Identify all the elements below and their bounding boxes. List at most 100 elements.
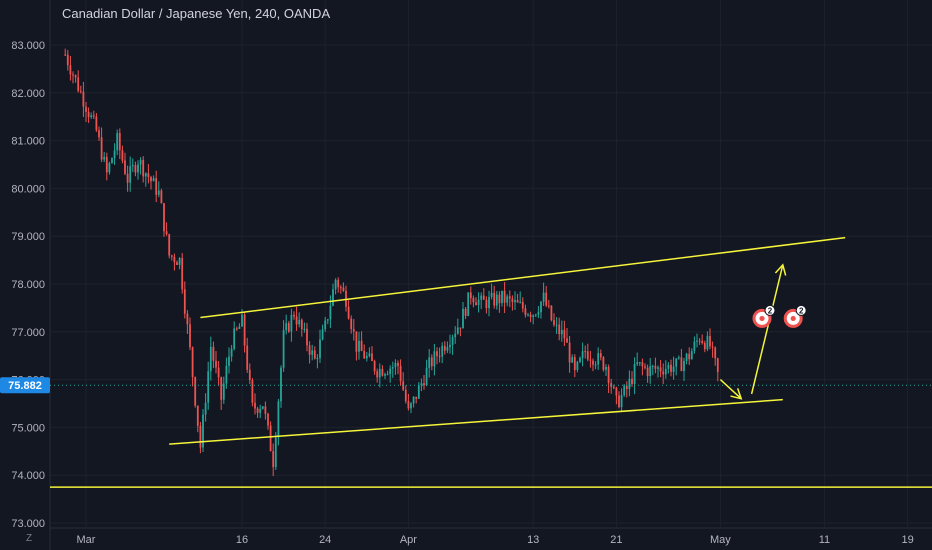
candle-body: [176, 262, 178, 265]
price-tick-label: 81.000: [11, 136, 45, 148]
candle-body: [194, 377, 197, 406]
down-projection-arrow[interactable]: [719, 379, 742, 400]
time-axis[interactable]: Mar 16 24 Apr 13 21 May 11 19: [77, 534, 914, 546]
candle-body: [449, 344, 451, 348]
candle-body: [579, 357, 581, 362]
price-tick-label: 75.000: [11, 422, 45, 434]
candle-body: [77, 77, 80, 91]
candle-body: [360, 340, 363, 351]
candle-body: [485, 299, 488, 309]
candle-body: [72, 74, 74, 76]
candle-body: [573, 357, 576, 371]
candle-body: [92, 115, 95, 117]
candle-body: [581, 351, 584, 358]
candle-body: [225, 365, 228, 384]
candle-body: [129, 166, 132, 183]
candle-body: [282, 330, 285, 368]
candle-body: [612, 386, 615, 388]
candle-body: [467, 292, 470, 316]
candle-body: [631, 378, 633, 384]
candle-body: [677, 357, 680, 359]
last-price-tag: 75.882: [0, 377, 50, 394]
candle-body: [394, 362, 397, 368]
candle-body: [521, 301, 524, 309]
candle-body: [319, 339, 321, 359]
time-tick-label: 21: [610, 534, 622, 546]
candle-body: [98, 130, 100, 138]
price-tick-label: 79.000: [11, 231, 45, 243]
candle-body: [212, 346, 215, 361]
candle-body: [274, 437, 277, 468]
candle-body: [202, 414, 204, 448]
candle-body: [633, 364, 636, 384]
lower-channel-line[interactable]: [169, 398, 783, 445]
candle-body: [488, 297, 490, 309]
candle-body: [293, 314, 295, 317]
candle-body: [121, 150, 124, 161]
candle-body: [586, 351, 589, 360]
candle-body: [615, 387, 618, 396]
candle-body: [243, 314, 246, 346]
candle-body: [215, 360, 217, 368]
symbol-title: Canadian Dollar / Japanese Yen, 240, OAN…: [62, 6, 331, 21]
candle-body: [181, 258, 184, 290]
price-axis[interactable]: 73.00074.00075.00076.00077.00078.00079.0…: [11, 40, 45, 530]
candle-body: [654, 366, 657, 369]
candle-body: [420, 383, 423, 386]
candle-body: [503, 290, 506, 303]
time-tick-label: May: [710, 534, 731, 546]
timezone-label[interactable]: Z: [26, 533, 32, 544]
upper-channel-line[interactable]: [200, 236, 846, 319]
candle-body: [204, 402, 207, 415]
candle-body: [290, 314, 293, 332]
candle-body: [560, 329, 563, 335]
candle-body: [313, 350, 316, 359]
candle-body: [355, 331, 358, 352]
candle-body: [576, 361, 579, 371]
candle-body: [269, 425, 272, 452]
candle-body: [441, 345, 444, 357]
candle-body: [144, 173, 147, 177]
candle-body: [124, 160, 126, 174]
candle-body: [542, 292, 545, 302]
candle-body: [602, 357, 605, 370]
candle-body: [251, 379, 254, 403]
candle-body: [386, 374, 389, 376]
drawings[interactable]: [50, 236, 932, 488]
candle-body: [137, 164, 139, 173]
event-marker-2-badge: [795, 304, 807, 316]
up-projection-arrow[interactable]: [750, 264, 784, 395]
candle-body: [667, 364, 670, 369]
candle-body: [82, 91, 85, 107]
candle-body: [287, 323, 290, 332]
candle-body: [350, 318, 353, 330]
candle-body: [464, 308, 467, 316]
candle-body: [701, 341, 704, 344]
candle-body: [553, 320, 555, 325]
candle-body: [508, 296, 511, 299]
candle-body: [196, 405, 199, 426]
candle-body: [501, 290, 503, 304]
candle-body: [628, 378, 631, 389]
candle-body: [524, 308, 527, 315]
time-tick-label: 13: [527, 534, 539, 546]
candle-body: [306, 328, 308, 346]
candle-body: [308, 345, 311, 355]
candle-body: [472, 298, 475, 303]
candle-body: [480, 295, 483, 300]
candle-body: [690, 351, 693, 360]
candle-body: [716, 358, 719, 372]
event-marker-1-dot: [759, 315, 765, 322]
candle-body: [623, 385, 626, 396]
candle-body: [545, 292, 548, 306]
price-tick-label: 74.000: [11, 470, 45, 482]
candle-body: [714, 347, 717, 359]
candles: [64, 48, 719, 477]
candle-body: [516, 300, 519, 303]
candle-body: [540, 301, 542, 313]
candle-body: [407, 401, 410, 409]
candle-body: [381, 368, 384, 376]
time-tick-label: 24: [319, 534, 331, 546]
